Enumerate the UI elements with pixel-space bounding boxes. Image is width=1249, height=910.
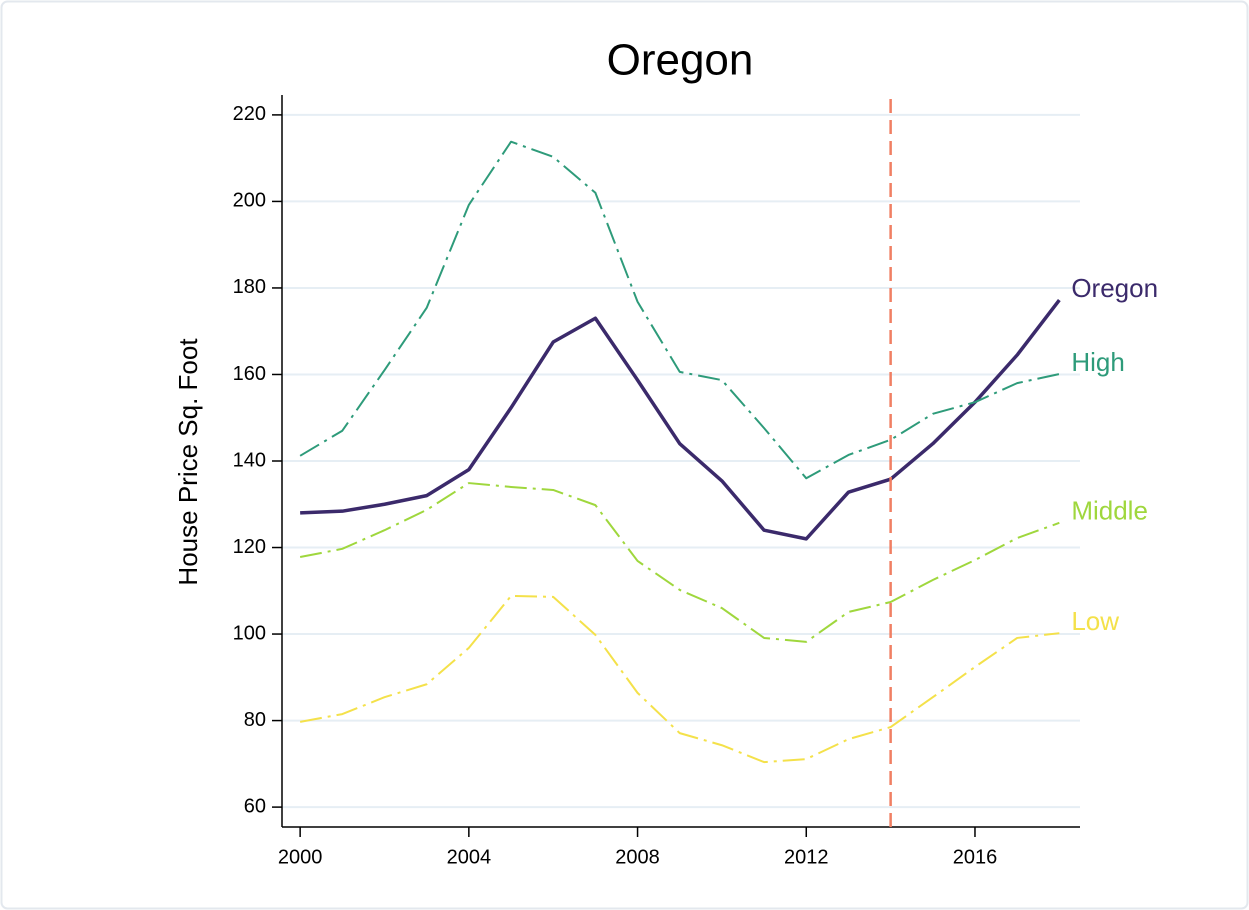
- y-tick-label: 160: [233, 363, 266, 385]
- y-tick-label: 100: [233, 622, 266, 644]
- y-tick-label: 220: [233, 103, 266, 125]
- y-tick-label: 80: [244, 709, 266, 731]
- x-tick-label: 2012: [784, 846, 829, 868]
- x-tick-label: 2016: [953, 846, 998, 868]
- series-label: Low: [1071, 606, 1119, 636]
- x-tick-label: 2004: [447, 846, 492, 868]
- x-tick-label: 2000: [278, 846, 323, 868]
- series-line: [300, 298, 1061, 541]
- x-tick-label: 2008: [615, 846, 660, 868]
- series-line: [299, 594, 1060, 764]
- chart-title: Oregon: [607, 36, 754, 85]
- series-label: Oregon: [1071, 273, 1158, 303]
- y-tick-label: 140: [233, 449, 266, 471]
- y-tick-label: 200: [233, 190, 266, 212]
- y-tick-label: 180: [233, 276, 266, 298]
- y-tick-label: 60: [244, 795, 266, 817]
- series-line: [299, 140, 1060, 480]
- series-label: High: [1071, 347, 1124, 377]
- y-axis-label: House Price Sq. Foot: [173, 338, 203, 586]
- y-tick-label: 120: [233, 536, 266, 558]
- series-line: [299, 482, 1060, 643]
- series-label: Middle: [1071, 496, 1148, 526]
